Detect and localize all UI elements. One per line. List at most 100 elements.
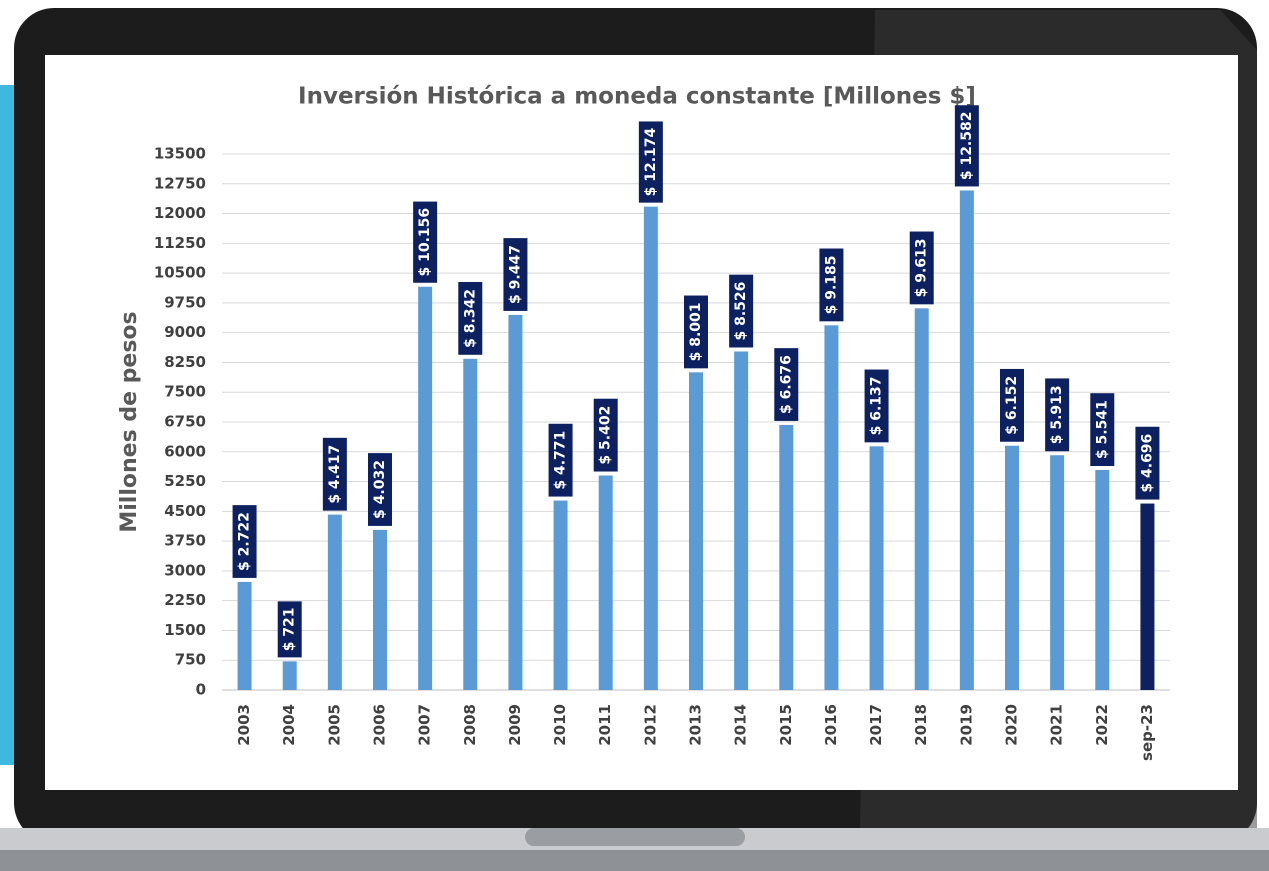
bar	[373, 529, 387, 690]
x-tick-label: 2021	[1048, 704, 1066, 746]
bar	[914, 308, 929, 690]
x-tick-label: 2016	[822, 704, 840, 746]
y-tick-label: 4500	[164, 502, 206, 520]
value-label: $ 9.185	[823, 255, 839, 314]
bar	[689, 372, 703, 690]
bar	[237, 581, 252, 690]
value-label: $ 5.402	[598, 406, 614, 465]
bar	[643, 206, 658, 691]
value-label-box	[548, 423, 573, 497]
value-label: $ 4.771	[553, 431, 569, 490]
value-label-box	[503, 238, 528, 311]
x-tick-label: 2006	[371, 704, 389, 746]
y-tick-label: 5250	[164, 472, 206, 490]
value-label-box	[368, 453, 392, 526]
x-tick-label: 2013	[687, 704, 705, 746]
value-label-box	[729, 274, 754, 348]
value-label-box	[684, 295, 708, 369]
value-label: $ 9.613	[914, 238, 930, 297]
y-tick-label: 6750	[164, 413, 206, 431]
chart-title: Inversión Histórica a moneda constante […	[298, 84, 976, 110]
notch	[525, 828, 745, 846]
value-label-box	[1135, 426, 1160, 500]
x-tick-label: sep-23	[1138, 704, 1156, 761]
value-label-box	[1090, 393, 1115, 467]
bar	[1140, 503, 1155, 690]
bar	[1095, 470, 1110, 690]
bar	[553, 500, 568, 690]
x-tick-label: 2009	[506, 704, 524, 746]
value-label: $ 8.342	[462, 289, 478, 348]
y-tick-label: 13500	[154, 145, 206, 163]
y-tick-label: 9750	[164, 293, 206, 311]
bar	[824, 325, 839, 690]
value-label-box	[1045, 378, 1070, 452]
value-label: $ 5.913	[1049, 385, 1065, 444]
value-label-box	[322, 437, 347, 511]
bar	[418, 286, 433, 690]
value-label: $ 6.152	[1004, 376, 1020, 435]
bar	[869, 446, 884, 690]
x-tick-label: 2007	[416, 704, 434, 746]
value-label-box	[954, 105, 979, 187]
value-label-box	[413, 201, 438, 283]
value-label: $ 8.001	[688, 302, 704, 361]
y-tick-label: 8250	[164, 353, 206, 371]
value-label: $ 4.032	[372, 460, 388, 519]
x-tick-label: 2015	[777, 704, 795, 746]
y-tick-label: 7500	[164, 383, 206, 401]
value-label-box	[458, 281, 483, 355]
value-label: $ 2.722	[237, 512, 253, 571]
value-label: $ 6.137	[869, 376, 885, 435]
x-tick-label: 2008	[461, 704, 479, 746]
value-label-box	[864, 369, 889, 443]
value-label: $ 5.541	[1094, 400, 1110, 459]
y-tick-label: 10500	[154, 264, 206, 282]
y-tick-label: 11250	[154, 234, 206, 252]
value-label: $ 721	[282, 607, 298, 651]
laptop-base-shadow	[0, 850, 1269, 871]
bar	[463, 358, 478, 690]
x-tick-label: 2003	[235, 704, 253, 746]
value-label-box	[593, 398, 618, 472]
value-label: $ 12.174	[643, 127, 659, 196]
bar	[598, 475, 613, 690]
bar	[1005, 445, 1019, 690]
y-tick-label: 3750	[164, 532, 206, 550]
value-label: $ 6.676	[778, 355, 794, 414]
value-label: $ 8.526	[733, 282, 749, 341]
x-tick-label: 2011	[596, 704, 614, 746]
value-label: $ 4.417	[327, 445, 343, 504]
x-tick-label: 2004	[280, 704, 298, 746]
y-axis-title: Millones de pesos	[117, 311, 142, 532]
value-label-box	[638, 121, 663, 203]
y-tick-label: 3000	[164, 561, 206, 579]
value-label-box	[277, 601, 302, 658]
bar	[779, 424, 794, 690]
bar	[327, 514, 342, 690]
x-tick-label: 2017	[867, 704, 885, 746]
bar	[1050, 455, 1065, 690]
bar	[959, 190, 974, 690]
y-tick-label: 6000	[164, 442, 206, 460]
y-tick-label: 9000	[164, 323, 206, 341]
x-tick-label: 2020	[1003, 704, 1021, 746]
value-label: $ 9.447	[507, 245, 523, 304]
x-tick-label: 2018	[912, 704, 930, 746]
x-tick-label: 2014	[732, 704, 750, 746]
x-tick-label: 2019	[957, 704, 975, 746]
value-label-box	[774, 348, 799, 421]
y-tick-label: 12750	[154, 174, 206, 192]
y-tick-label: 0	[196, 681, 206, 699]
x-tick-label: 2022	[1093, 704, 1111, 746]
y-tick-label: 12000	[154, 204, 206, 222]
value-label: $ 10.156	[417, 208, 433, 277]
bar	[508, 314, 523, 690]
y-tick-label: 750	[175, 651, 206, 669]
value-label-box	[819, 248, 844, 322]
x-tick-label: 2012	[641, 704, 659, 746]
y-tick-label: 2250	[164, 591, 206, 609]
value-label: $ 12.582	[959, 112, 975, 181]
bar	[734, 351, 749, 690]
